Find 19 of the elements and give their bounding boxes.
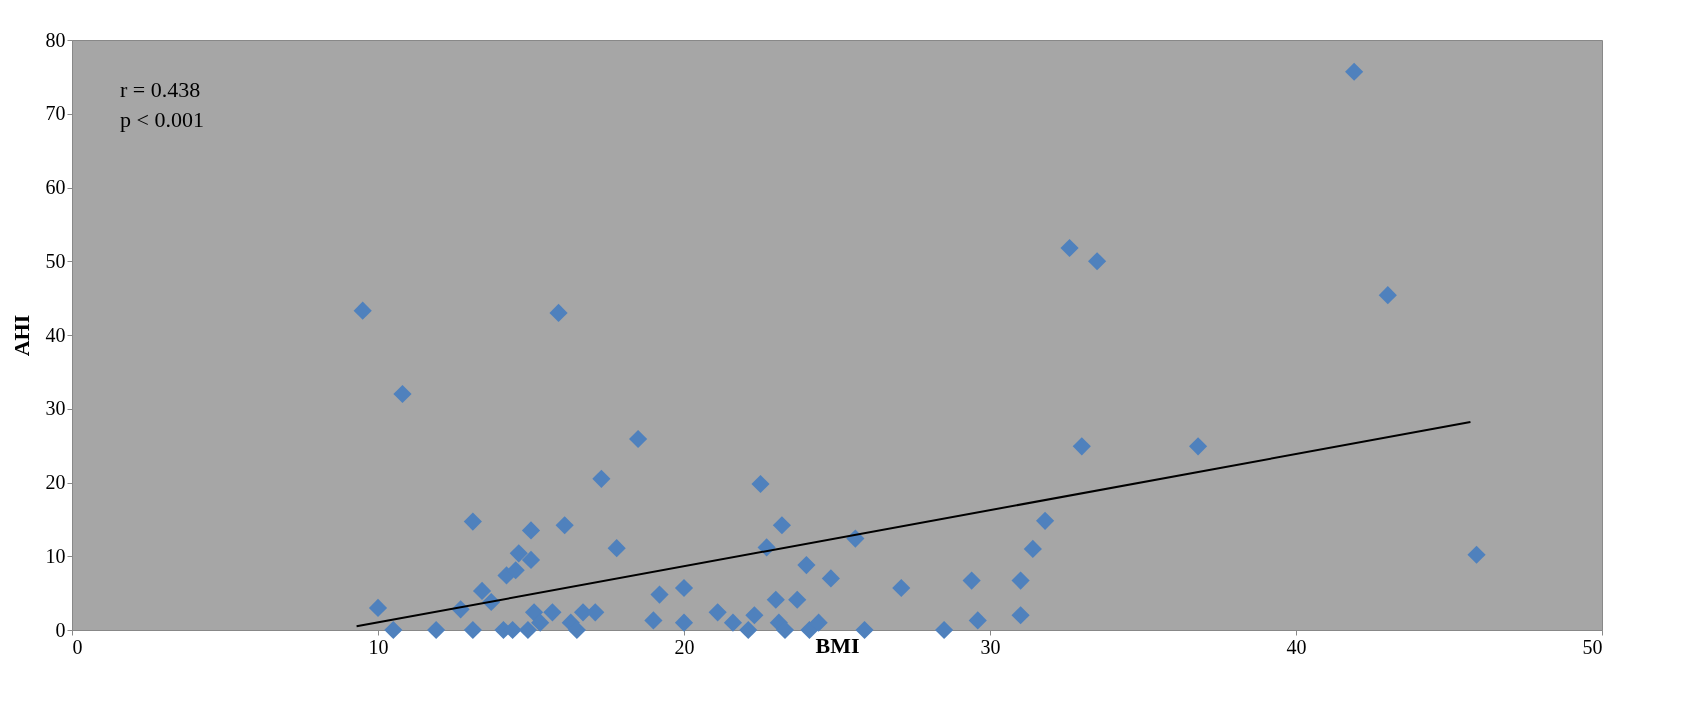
y-tick-label: 30 [45, 397, 66, 420]
x-axis-title: BMI [815, 632, 860, 658]
y-tick-label: 50 [45, 249, 66, 272]
x-tick-label: 20 [674, 635, 695, 658]
x-tick-label: 50 [1582, 635, 1603, 658]
y-tick-label: 70 [45, 102, 66, 125]
y-tick-label: 20 [45, 471, 66, 493]
y-tick-label: 40 [45, 323, 66, 346]
y-axis-title: AHI [8, 314, 34, 357]
x-tick-label: 30 [980, 635, 1001, 658]
x-tick-label: 40 [1286, 635, 1307, 658]
y-tick-label: 10 [45, 544, 66, 567]
y-tick-label: 80 [45, 28, 66, 51]
annotation: p < 0.001 [120, 107, 204, 132]
annotation: r = 0.438 [120, 77, 201, 102]
x-tick-label: 10 [368, 635, 389, 658]
y-tick-label: 60 [45, 176, 66, 198]
y-tick-label: 0 [55, 618, 66, 641]
x-tick-label: 0 [72, 635, 83, 658]
